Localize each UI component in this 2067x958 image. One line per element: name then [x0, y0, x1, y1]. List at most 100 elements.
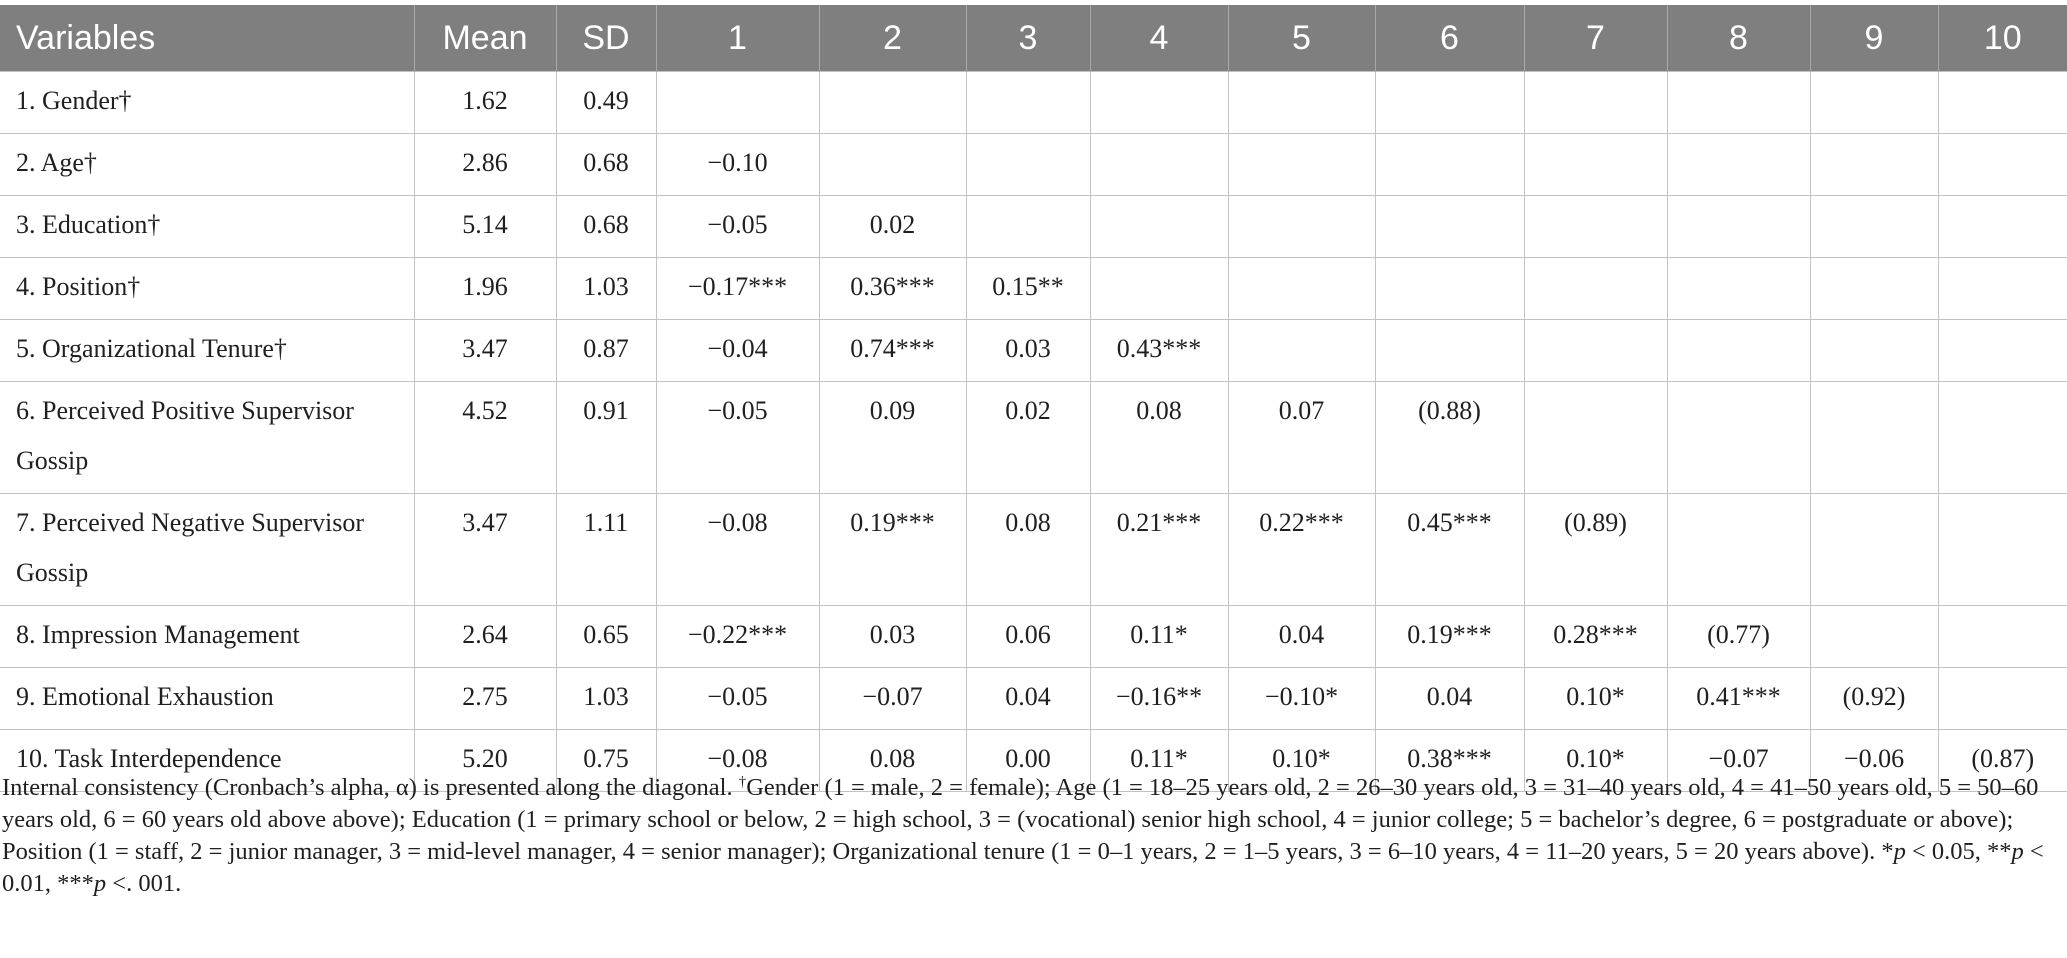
header-cell: 9	[1810, 5, 1939, 72]
table-cell: −0.10	[655, 133, 820, 196]
table-cell: 0.10*	[1227, 729, 1376, 792]
correlation-table: Variables Mean SD 1 2 3 4 5 6 7 8 9 10 1…	[0, 5, 2067, 792]
table-cell	[655, 71, 820, 134]
table-cell	[1809, 319, 1939, 382]
sig-star: *	[1881, 838, 1894, 866]
table-cell: −0.22***	[655, 605, 820, 668]
table-cell: −0.06	[1809, 729, 1939, 792]
table-cell	[1227, 257, 1376, 320]
table-cell	[1937, 195, 2067, 258]
table-cell	[1227, 71, 1376, 134]
table-cell: 0.19***	[1374, 605, 1525, 668]
table-row: 4. Position† 1.96 1.03 −0.17*** 0.36*** 0.15*…	[0, 257, 2067, 320]
table-cell: 0.08	[965, 493, 1091, 606]
table-cell: 1.96	[413, 257, 557, 320]
table-cell: −0.16**	[1089, 667, 1229, 730]
table-cell	[1523, 319, 1668, 382]
table-cell	[1089, 195, 1229, 258]
table-cell: 0.02	[965, 381, 1091, 494]
table-cell	[1809, 381, 1939, 494]
table-cell: 2.86	[413, 133, 557, 196]
table-cell	[1666, 257, 1811, 320]
dagger-mark: †	[738, 774, 747, 790]
table-cell: 0.21***	[1089, 493, 1229, 606]
table-row: 5. Organizational Tenure† 3.47 0.87 −0.04 0.…	[0, 319, 2067, 382]
header-cell: 5	[1228, 5, 1376, 72]
table-row: 9. Emotional Exhaustion 2.75 1.03 −0.05 −0.0…	[0, 667, 2067, 730]
table-cell: 3.47	[413, 493, 557, 606]
table-cell	[1523, 71, 1668, 134]
table-cell: (0.77)	[1666, 605, 1811, 668]
table-row: 7. Perceived Negative Supervisor Gossip 3…	[0, 493, 2067, 606]
table-cell	[965, 133, 1091, 196]
table-cell	[1937, 319, 2067, 382]
table-cell	[1227, 319, 1376, 382]
header-cell: 8	[1667, 5, 1811, 72]
table-row: 8. Impression Management 2.64 0.65 −0.22***…	[0, 605, 2067, 668]
table-cell	[1809, 605, 1939, 668]
table-cell: −0.05	[655, 195, 820, 258]
table-cell: 0.11*	[1089, 605, 1229, 668]
table-cell: 0.41***	[1666, 667, 1811, 730]
variable-name-cell: 5. Organizational Tenure†	[0, 319, 415, 382]
table-cell: 0.68	[555, 195, 657, 258]
table-cell: 1.03	[555, 667, 657, 730]
table-cell: 0.38***	[1374, 729, 1525, 792]
table-footnote: Internal consistency (Cronbach’s alpha, …	[2, 766, 2052, 900]
table-cell: 3.47	[413, 319, 557, 382]
variable-name-cell: 2. Age†	[0, 133, 415, 196]
table-cell: 0.11*	[1089, 729, 1229, 792]
table-cell: (0.89)	[1523, 493, 1668, 606]
table-cell: 0.36***	[818, 257, 967, 320]
table-cell: 0.74***	[818, 319, 967, 382]
header-cell: 6	[1375, 5, 1525, 72]
variable-name-cell: 3. Education†	[0, 195, 415, 258]
table-cell	[1937, 257, 2067, 320]
table-cell: 0.43***	[1089, 319, 1229, 382]
sig-star: ***	[57, 870, 94, 898]
table-cell	[1666, 493, 1811, 606]
table-cell: (0.87)	[1937, 729, 2067, 792]
table-cell: 0.87	[555, 319, 657, 382]
table-cell: 0.03	[818, 605, 967, 668]
table-cell: 0.02	[818, 195, 967, 258]
table-cell: −0.05	[655, 381, 820, 494]
table-cell	[1523, 381, 1668, 494]
table-cell: 0.19***	[818, 493, 967, 606]
header-cell: Mean	[414, 5, 557, 72]
table-cell: 0.15**	[965, 257, 1091, 320]
table-row: 3. Education† 5.14 0.68 −0.05 0.02	[0, 195, 2067, 258]
table-cell: (0.88)	[1374, 381, 1525, 494]
table-cell	[1809, 195, 1939, 258]
table-cell	[1089, 71, 1229, 134]
table-cell	[1809, 257, 1939, 320]
table-cell: 0.10*	[1523, 729, 1668, 792]
table-cell: 0.28***	[1523, 605, 1668, 668]
table-cell	[1089, 133, 1229, 196]
table-cell: 0.09	[818, 381, 967, 494]
table-cell: (0.92)	[1809, 667, 1939, 730]
table-body: 1. Gender† 1.62 0.49 2. Age† 2.86 0.68 −0.10 3.…	[0, 71, 2067, 792]
variable-name-cell: 9. Emotional Exhaustion	[0, 667, 415, 730]
variable-name-cell: 7. Perceived Negative Supervisor Gossip	[0, 493, 415, 606]
table-cell: 0.04	[965, 667, 1091, 730]
header-cell: 3	[966, 5, 1091, 72]
table-cell	[1666, 319, 1811, 382]
table-cell: −0.05	[655, 667, 820, 730]
table-cell	[1937, 381, 2067, 494]
table-cell	[1523, 133, 1668, 196]
table-cell: 0.22***	[1227, 493, 1376, 606]
table-cell: −0.08	[655, 493, 820, 606]
table-cell: −0.08	[655, 729, 820, 792]
table-cell	[1937, 667, 2067, 730]
sig-level: < 0.01,	[2, 838, 2044, 898]
variable-name-cell: 6. Perceived Positive Supervisor Gossip	[0, 381, 415, 494]
table-cell: 0.10*	[1523, 667, 1668, 730]
table-cell: 2.75	[413, 667, 557, 730]
table-cell: 0.08	[1089, 381, 1229, 494]
footnote-text: Internal consistency (Cronbach’s alpha, …	[2, 774, 739, 802]
header-cell: Variables	[0, 5, 415, 72]
variable-name-cell: 8. Impression Management	[0, 605, 415, 668]
table-cell	[1227, 133, 1376, 196]
table-cell	[1089, 257, 1229, 320]
